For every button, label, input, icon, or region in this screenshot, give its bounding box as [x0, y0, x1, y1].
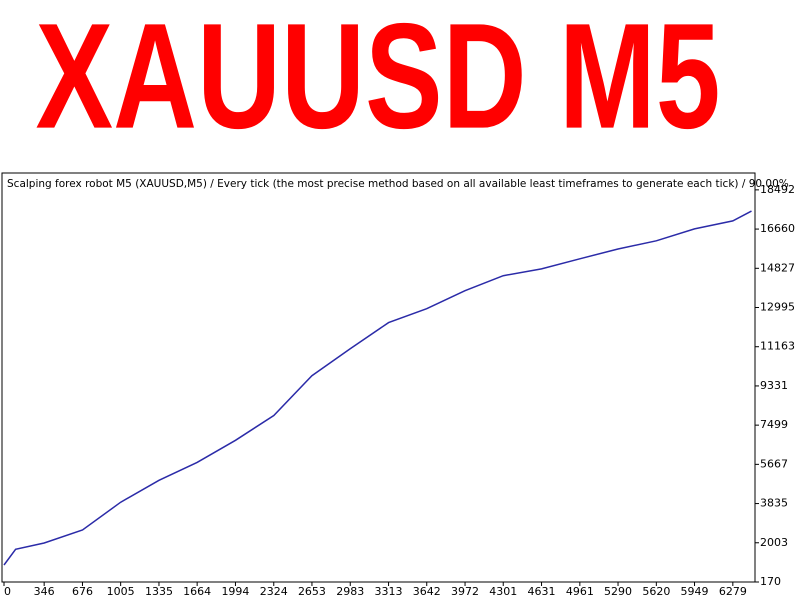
y-tick-label: 3835: [760, 497, 788, 510]
y-tick-label: 18492: [760, 183, 795, 196]
x-tick-label: 1994: [221, 585, 249, 598]
y-tick-label: 9331: [760, 379, 788, 392]
x-tick-label: 4961: [566, 585, 594, 598]
x-tick-label: 3972: [451, 585, 479, 598]
y-tick-label: 7499: [760, 418, 788, 431]
plot-frame: [1, 172, 756, 583]
x-tick-label: 6279: [719, 585, 747, 598]
x-tick-label: 2324: [260, 585, 288, 598]
x-tick-label: 2983: [336, 585, 364, 598]
y-tick-label: 5667: [760, 457, 788, 470]
y-tick-label: 170: [760, 575, 781, 588]
y-tick-label: 12995: [760, 301, 795, 314]
x-tick-label: 2653: [298, 585, 326, 598]
y-tick-label: 16660: [760, 222, 795, 235]
y-tick-label: 2003: [760, 536, 788, 549]
x-tick-label: 1664: [183, 585, 211, 598]
chart-title: XAUUSD M5: [36, 0, 721, 160]
y-tick-label: 11163: [760, 340, 795, 353]
x-tick-label: 676: [72, 585, 93, 598]
x-tick-label: 4631: [528, 585, 556, 598]
x-tick-label: 1335: [145, 585, 173, 598]
x-tick-label: 5620: [642, 585, 670, 598]
x-tick-label: 5290: [604, 585, 632, 598]
chart-subtitle: Scalping forex robot M5 (XAUUSD,M5) / Ev…: [7, 178, 789, 190]
x-tick-label: 5949: [681, 585, 709, 598]
equity-line: [3, 210, 752, 566]
x-tick-label: 3313: [375, 585, 403, 598]
x-tick-label: 4301: [489, 585, 517, 598]
x-tick-label: 1005: [107, 585, 135, 598]
x-tick-label: 3642: [413, 585, 441, 598]
x-tick-label: 346: [34, 585, 55, 598]
y-tick-label: 14827: [760, 261, 795, 274]
x-tick-label: 0: [4, 585, 11, 598]
